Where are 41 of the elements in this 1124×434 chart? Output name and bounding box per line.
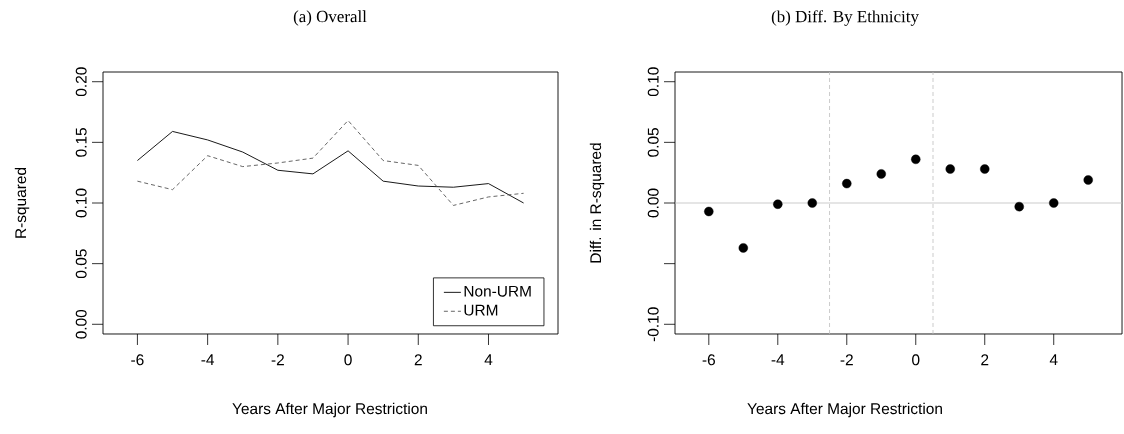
x-tick-label: 4: [484, 354, 493, 365]
point: [704, 206, 714, 217]
x-tick-label: -6: [702, 354, 715, 366]
x-tick-label: 0: [912, 354, 920, 366]
x-tick-label: 2: [414, 354, 422, 366]
chart-title: (a) Overall: [293, 10, 367, 26]
point: [945, 164, 955, 174]
x-tick-label: 4: [1049, 354, 1058, 365]
y-tick-label: 0.05: [75, 249, 87, 279]
point: [911, 154, 921, 165]
y-axis-title: R-squared: [14, 167, 30, 238]
point: [876, 169, 886, 179]
point: [980, 164, 990, 174]
x-tick-label: -2: [271, 354, 284, 366]
x-tick-label: 2: [981, 354, 989, 366]
y-tick-label: 0.10: [647, 67, 659, 97]
point: [773, 199, 783, 209]
legend-label: Non-URM: [464, 285, 531, 297]
y-tick-label: 0.15: [75, 127, 87, 157]
point: [1049, 198, 1059, 208]
y-tick-label: -0.10: [647, 307, 659, 342]
x-tick-label: -6: [131, 354, 144, 366]
point: [1014, 201, 1024, 212]
x-tick-label: -4: [771, 354, 785, 365]
x-axis-title: Years After Major Restriction: [747, 402, 942, 418]
y-tick-label: 0.10: [75, 188, 87, 218]
point: [842, 178, 852, 189]
y-tick-label: 0.00: [647, 188, 659, 218]
legend-label: URM: [464, 304, 498, 316]
x-tick-label: -2: [840, 354, 853, 366]
x-tick-label: -4: [201, 354, 215, 365]
y-axis-title: Diff. in R-squared: [589, 143, 605, 263]
y-tick-label: 0.05: [647, 127, 659, 157]
point: [738, 243, 748, 253]
y-tick-label: 0.00: [75, 309, 87, 339]
x-tick-label: 0: [344, 354, 352, 366]
chart-title: (b) Diff. By Ethnicity: [771, 10, 919, 26]
x-axis-title: Years After Major Restriction: [232, 402, 427, 418]
point: [1083, 175, 1093, 185]
point: [807, 198, 817, 208]
y-tick-label: 0.20: [75, 67, 87, 97]
